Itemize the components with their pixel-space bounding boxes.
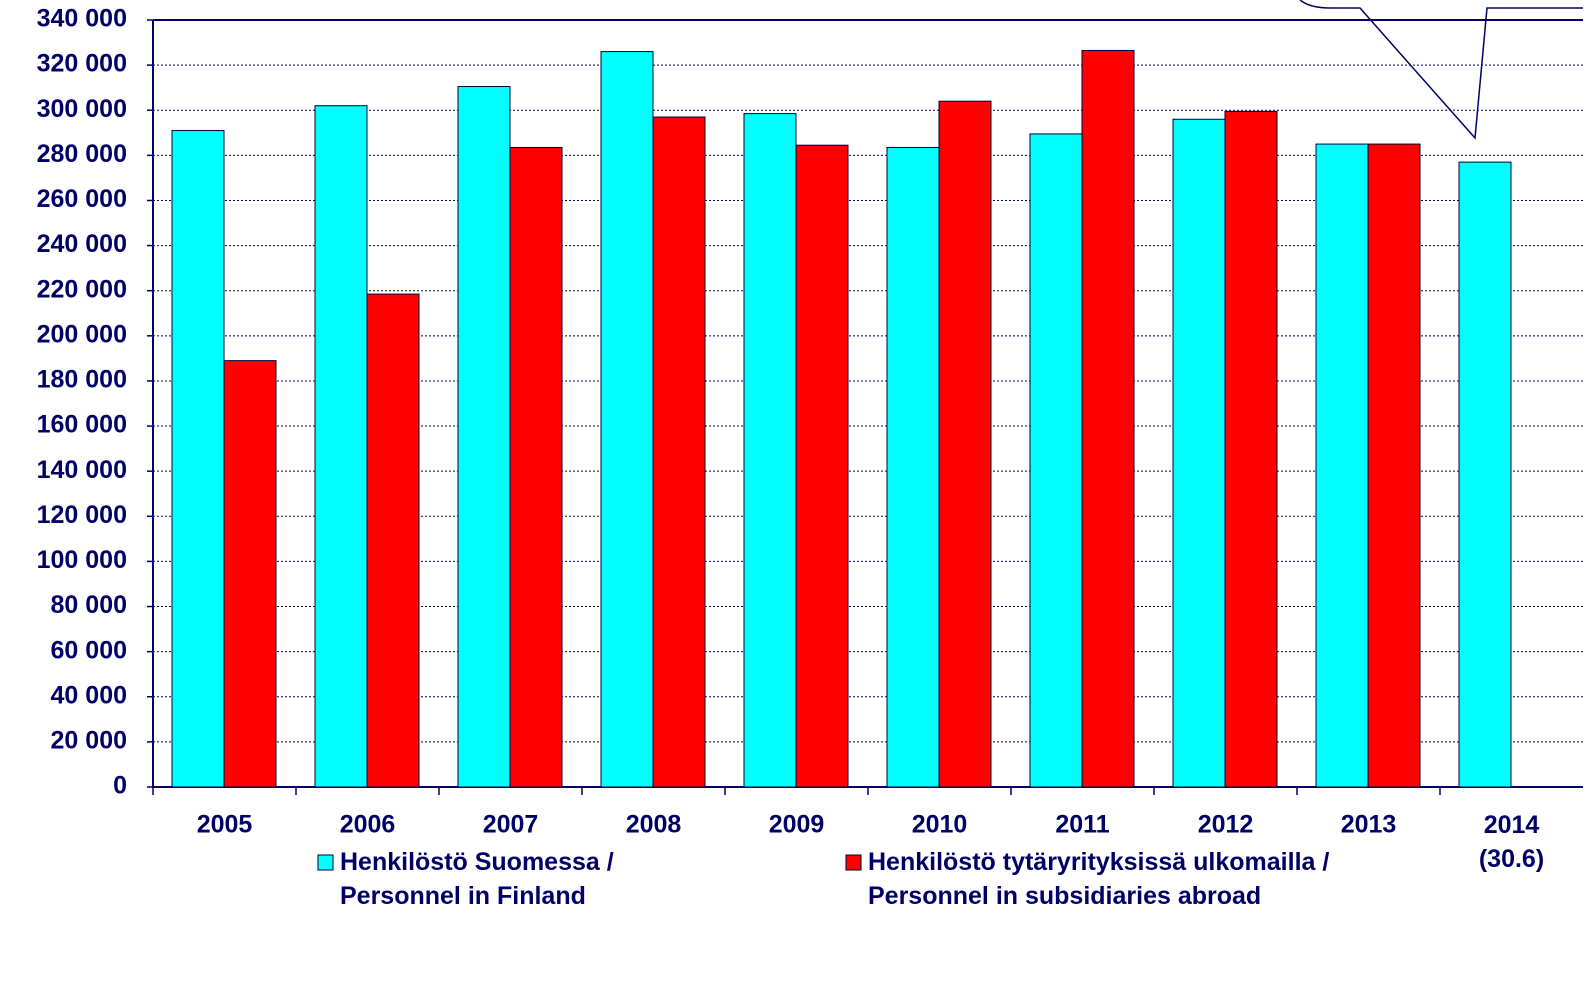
bar [1029, 133, 1083, 788]
y-tick-label: 120 000 [37, 501, 127, 529]
y-tick-label: 240 000 [37, 230, 127, 258]
y-tick-label: 100 000 [37, 546, 127, 574]
bar [1224, 110, 1278, 788]
bar [795, 144, 849, 788]
x-tick-label: 2010 [912, 811, 968, 839]
bar [1081, 49, 1135, 788]
bar [314, 105, 368, 788]
y-tick-label: 200 000 [37, 320, 127, 348]
x-tick-label: 2005 [197, 811, 253, 839]
y-tick-label: 60 000 [51, 636, 127, 664]
legend-label: Henkilöstö tytäryrityksissä ulkomailla /… [868, 848, 1329, 910]
bar [886, 146, 940, 788]
bar [1367, 143, 1421, 788]
legend-swatch [317, 854, 334, 871]
bar [366, 293, 420, 788]
bar [1458, 161, 1512, 788]
callout [1299, 0, 1583, 140]
x-tick-label: 2013 [1341, 811, 1397, 839]
y-tick-label: 300 000 [37, 95, 127, 123]
legend-swatch [845, 854, 862, 871]
bar [938, 100, 992, 788]
x-tick-label: 2014 (30.6) [1479, 811, 1544, 873]
y-tick-label: 180 000 [37, 366, 127, 394]
x-tick-label: 2006 [340, 811, 396, 839]
y-tick-label: 140 000 [37, 456, 127, 484]
legend-label: Henkilöstö Suomessa / Personnel in Finlan… [340, 848, 614, 910]
y-tick-label: 320 000 [37, 50, 127, 78]
x-tick-label: 2012 [1198, 811, 1254, 839]
x-tick-label: 2007 [483, 811, 539, 839]
y-tick-label: 40 000 [51, 681, 127, 709]
bar [652, 116, 706, 788]
y-tick-label: 220 000 [37, 275, 127, 303]
bar [1315, 143, 1369, 788]
y-tick-label: 0 [113, 772, 127, 800]
bar [457, 86, 511, 788]
y-tick-label: 260 000 [37, 185, 127, 213]
bar [743, 113, 797, 788]
y-tick-label: 160 000 [37, 411, 127, 439]
bar [171, 130, 225, 788]
y-tick-label: 80 000 [51, 591, 127, 619]
x-tick-label: 2011 [1055, 811, 1109, 839]
y-tick-label: 340 000 [37, 5, 127, 33]
bar [509, 146, 563, 788]
bar [223, 360, 277, 788]
x-tick-label: 2009 [769, 811, 825, 839]
y-tick-label: 20 000 [51, 726, 127, 754]
bar [1172, 118, 1226, 788]
bar [600, 51, 654, 788]
y-tick-label: 280 000 [37, 140, 127, 168]
x-tick-label: 2008 [626, 811, 682, 839]
